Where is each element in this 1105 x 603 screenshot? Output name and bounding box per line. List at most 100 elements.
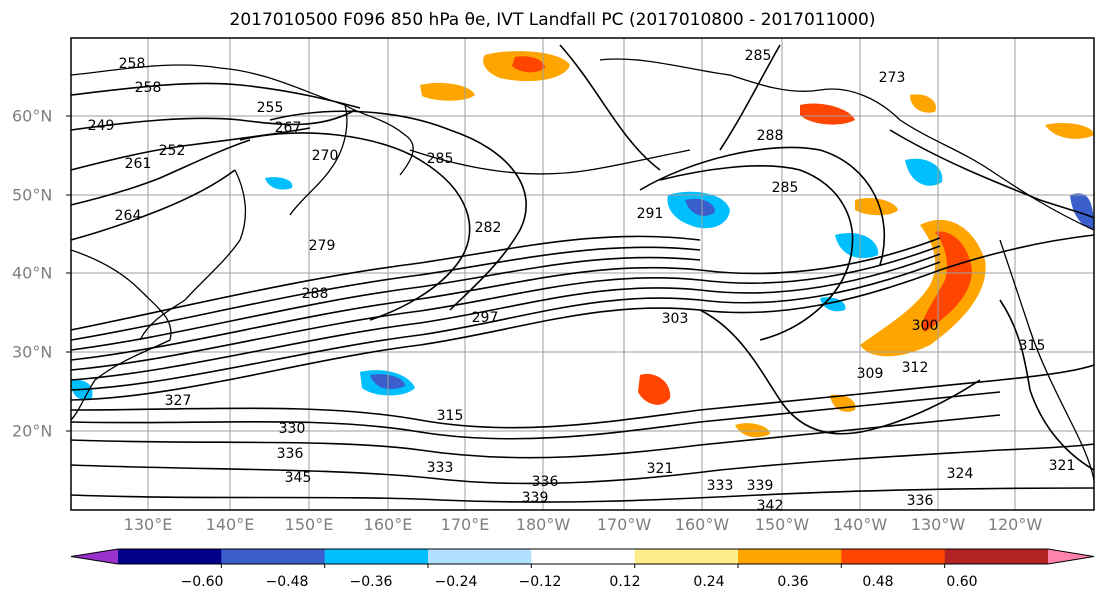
lon-label-140w: 140°W xyxy=(832,515,888,534)
colorbar-extend-high xyxy=(1048,549,1094,564)
contour-line xyxy=(71,246,701,341)
pc-positive-region xyxy=(638,373,671,405)
contour-line xyxy=(699,309,981,435)
contour-label: 315 xyxy=(1019,338,1046,354)
contour-line xyxy=(71,414,1001,459)
contour-label: 342 xyxy=(757,498,784,514)
colorbar xyxy=(70,548,1095,568)
colorbar-outline xyxy=(70,548,1095,565)
lon-label-150w: 150°W xyxy=(754,515,810,534)
colorbar-segment xyxy=(221,549,326,564)
lon-label-130e: 130°E xyxy=(123,515,173,534)
contour-label: 252 xyxy=(159,143,186,159)
contour-line xyxy=(269,110,527,311)
colorbar-segment xyxy=(944,549,1049,564)
contour-line xyxy=(71,235,701,331)
lat-ticks xyxy=(66,115,71,432)
contour-line xyxy=(71,237,941,361)
contour-line xyxy=(71,127,311,171)
contour-label: 312 xyxy=(902,360,929,376)
contour-label: 333 xyxy=(707,478,734,494)
contour-label: 288 xyxy=(757,128,784,144)
colorbar-segment xyxy=(531,549,636,564)
contour-label: 315 xyxy=(437,408,464,424)
lon-label-130w: 130°W xyxy=(910,515,966,534)
pc-positive-region xyxy=(800,103,855,125)
pc-positive-core xyxy=(922,231,972,332)
lon-label-170e: 170°E xyxy=(440,515,490,534)
shading-positive xyxy=(420,51,1094,438)
contour-label: 330 xyxy=(279,421,306,437)
pc-positive-region xyxy=(420,82,475,101)
lat-label-20n: 20°N xyxy=(12,421,53,441)
lat-label-60n: 60°N xyxy=(12,106,53,126)
colorbar-tick-label: 0.36 xyxy=(777,574,809,590)
contour-label: 285 xyxy=(745,48,772,64)
contour-line xyxy=(659,165,854,341)
colorbar-tick-label: 0.60 xyxy=(946,574,978,590)
pc-negative-region xyxy=(905,158,943,186)
colorbar-tick-label: 0.24 xyxy=(693,574,725,590)
contour-label: 309 xyxy=(857,366,884,382)
colorbar-segment xyxy=(738,549,842,564)
lon-label-120w: 120°W xyxy=(987,515,1043,534)
contour-line xyxy=(71,139,251,206)
contour-line xyxy=(71,256,701,351)
contour-label: 327 xyxy=(165,393,192,409)
pc-negative-core xyxy=(685,198,715,216)
contour-line xyxy=(71,245,941,371)
contour-label: 339 xyxy=(747,478,774,494)
contour-label: 336 xyxy=(277,446,304,462)
coastline-kamchatka xyxy=(289,104,348,216)
contour-label: 339 xyxy=(522,490,549,506)
contour-label: 264 xyxy=(115,208,142,224)
contour-labels: 258 249 252 258 261 264 270 267 255 285 … xyxy=(88,48,1076,514)
contour-label: 279 xyxy=(309,238,336,254)
map-frame xyxy=(70,37,1095,511)
colorbar-tick-label: 0.12 xyxy=(609,574,641,590)
contour-label: 285 xyxy=(772,180,799,196)
colorbar-tick-label: −0.36 xyxy=(349,574,393,590)
colorbar-extend-low xyxy=(71,549,118,564)
pc-positive-core xyxy=(512,56,545,73)
contour-line xyxy=(719,44,781,151)
lon-label-140e: 140°E xyxy=(205,515,255,534)
contour-line xyxy=(71,234,1094,401)
lat-label-30n: 30°N xyxy=(12,342,53,362)
lat-label-40n: 40°N xyxy=(12,263,53,283)
lon-label-160w: 160°W xyxy=(674,515,730,534)
lat-label-50n: 50°N xyxy=(12,185,53,205)
contour-label: 258 xyxy=(135,80,162,96)
lon-label-150e: 150°E xyxy=(284,515,334,534)
colorbar-segment xyxy=(841,549,946,564)
pc-negative-region xyxy=(1070,193,1094,230)
colorbar-tick-label: −0.48 xyxy=(265,574,309,590)
contour-line xyxy=(71,253,941,381)
contour-label: 324 xyxy=(947,466,974,482)
contour-label: 288 xyxy=(302,286,329,302)
contour-label: 297 xyxy=(472,310,499,326)
colorbar-segment xyxy=(324,549,429,564)
contour-line xyxy=(71,391,1001,440)
contour-line xyxy=(71,487,1094,503)
contour-line xyxy=(71,443,1094,485)
coastline-asia xyxy=(71,64,414,176)
pc-positive-region xyxy=(855,198,898,216)
colorbar-segment xyxy=(118,549,222,564)
theta-e-contours xyxy=(71,44,1094,503)
contour-label: 291 xyxy=(637,206,664,222)
contour-line xyxy=(639,146,885,266)
contour-label: 267 xyxy=(275,120,302,136)
contour-label: 249 xyxy=(88,118,115,134)
contour-label: 336 xyxy=(532,474,559,490)
map-gridlines xyxy=(71,38,1094,510)
contour-line xyxy=(71,82,361,109)
contour-label: 261 xyxy=(125,156,152,172)
contour-line xyxy=(71,169,236,241)
contour-label: 321 xyxy=(1049,458,1076,474)
contour-label: 282 xyxy=(475,220,502,236)
colorbar-tick-label: 0.48 xyxy=(862,574,894,590)
colorbar-segment xyxy=(428,549,532,564)
contour-label: 336 xyxy=(907,493,934,509)
